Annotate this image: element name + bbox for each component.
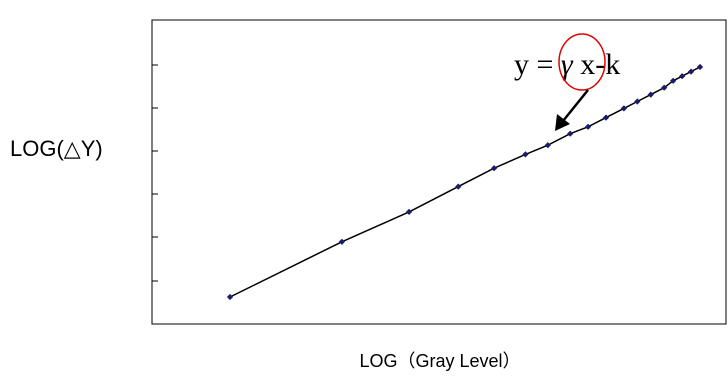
gamma-symbol: γ (561, 48, 574, 81)
y-axis-ticks (152, 64, 158, 282)
data-point (678, 73, 686, 80)
y-axis-label: LOG(△Y) (10, 136, 103, 161)
plot-frame (151, 19, 727, 325)
annotation-arrow-head (555, 114, 570, 131)
formula-annotation: y = γ x-k (514, 48, 620, 81)
data-point (455, 183, 462, 190)
formula-suffix: x-k (573, 48, 621, 81)
formula-prefix: y = (514, 48, 561, 81)
x-axis-label: LOG（Gray Level） (359, 351, 520, 371)
annotation-arrow-shaft (562, 89, 589, 122)
gamma-highlight-circle (558, 33, 606, 91)
data-point (634, 98, 641, 105)
series-group (226, 63, 704, 301)
data-point (584, 123, 592, 130)
